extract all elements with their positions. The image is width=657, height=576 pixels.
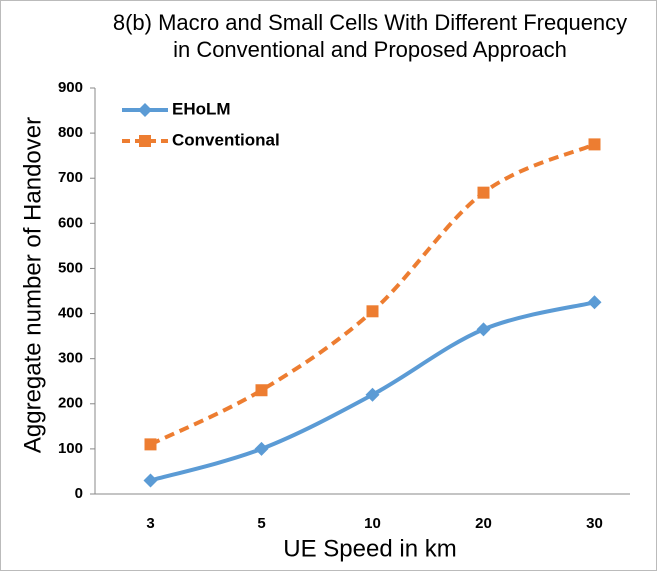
y-axis-label: Aggregate number of Handover: [19, 117, 46, 453]
marker: [143, 473, 158, 488]
y-tick-label: 500: [58, 259, 83, 276]
legend-label: Conventional: [172, 130, 280, 149]
y-tick-label: 600: [58, 214, 83, 231]
y-tick-label: 400: [58, 305, 83, 322]
chart-title: in Conventional and Proposed Approach: [173, 37, 567, 62]
x-tick-label: 20: [475, 515, 492, 532]
y-tick-label: 0: [75, 485, 83, 502]
y-tick-label: 300: [58, 350, 83, 367]
marker: [587, 295, 602, 310]
marker: [365, 387, 380, 402]
x-tick-label: 10: [364, 515, 381, 532]
x-tick-label: 5: [257, 515, 265, 532]
marker: [476, 322, 491, 337]
y-tick-label: 800: [58, 124, 83, 141]
marker: [588, 138, 601, 151]
y-tick-label: 200: [58, 395, 83, 412]
y-tick-label: 700: [58, 169, 83, 186]
x-axis-label: UE Speed in km: [283, 535, 456, 562]
marker: [254, 441, 269, 456]
marker: [139, 135, 151, 147]
y-tick-label: 100: [58, 440, 83, 457]
marker: [144, 438, 157, 451]
marker: [138, 103, 152, 117]
chart-title: 8(b) Macro and Small Cells With Differen…: [113, 10, 627, 35]
x-tick-label: 3: [146, 515, 154, 532]
x-tick-label: 30: [586, 515, 603, 532]
y-tick-label: 900: [58, 79, 83, 96]
legend-label: EHoLM: [172, 99, 231, 118]
marker: [477, 186, 490, 199]
marker: [366, 305, 379, 318]
marker: [255, 384, 268, 397]
